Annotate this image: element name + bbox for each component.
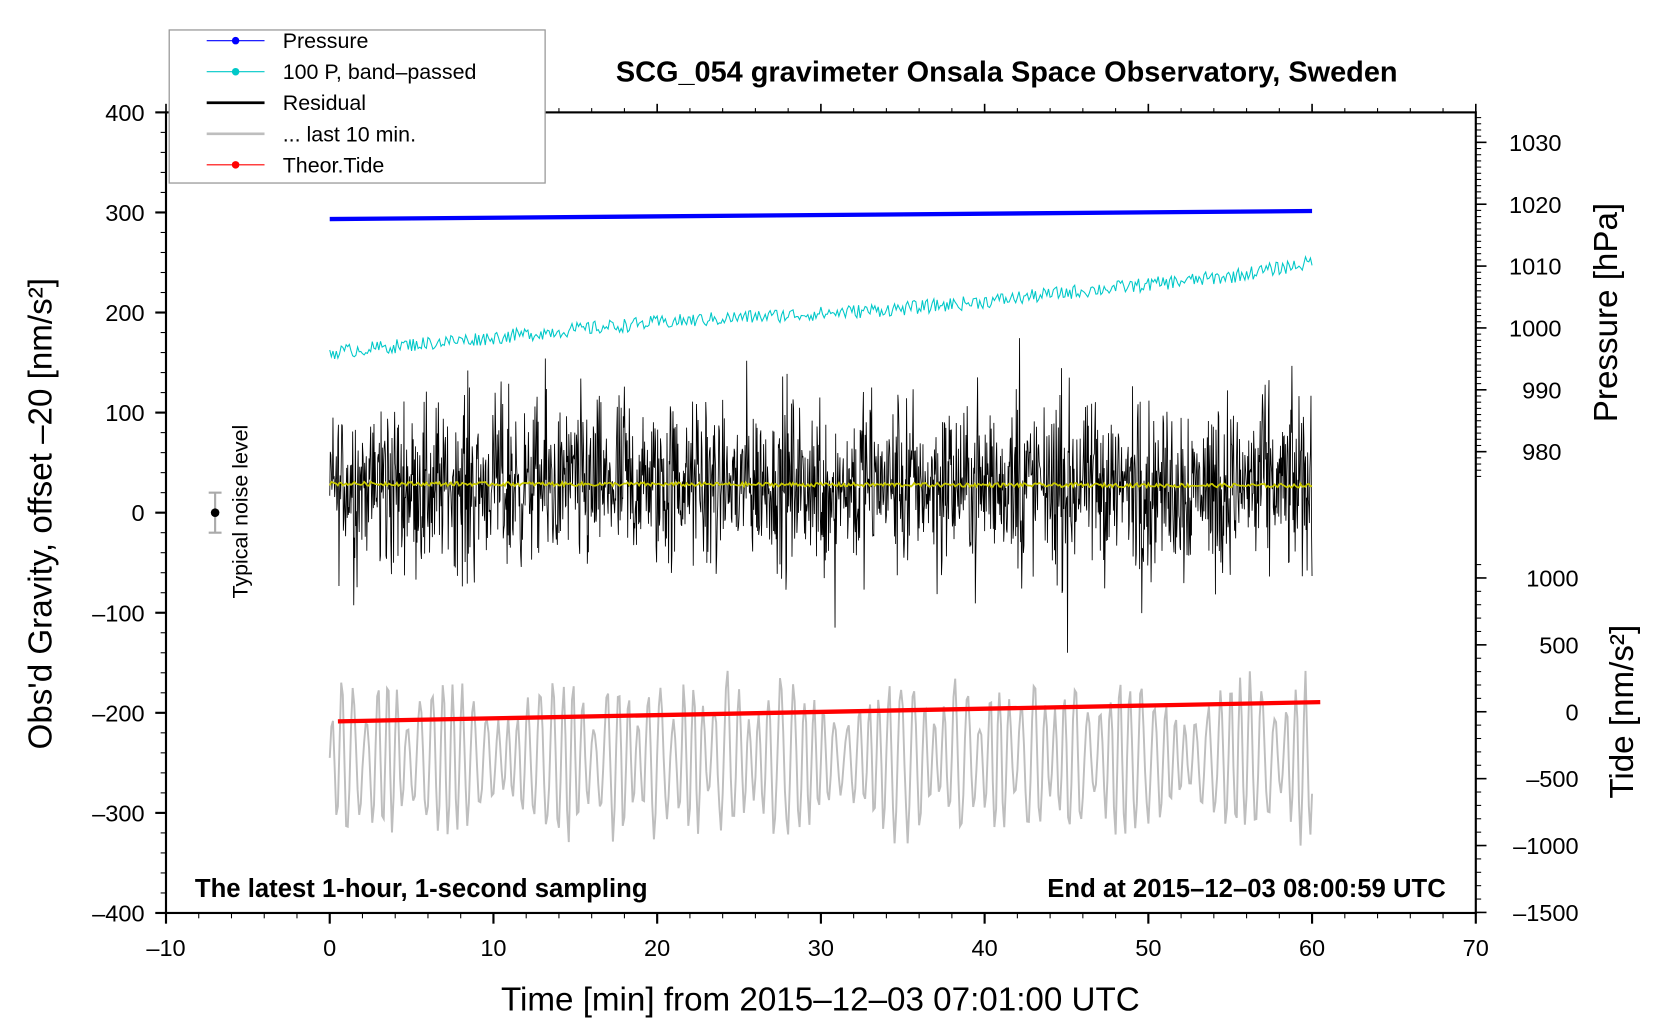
legend-label: 100 P, band–passed — [283, 60, 477, 84]
pressure-tick-label: 990 — [1522, 377, 1561, 403]
y-tick-label: 0 — [131, 500, 144, 526]
series-last-10-min — [328, 670, 1314, 846]
y-tick-label: –300 — [92, 800, 144, 826]
y-tick-label: –400 — [92, 901, 144, 927]
annotation-left: The latest 1-hour, 1-second sampling — [195, 875, 648, 903]
pressure-axis-label: Pressure [hPa] — [1588, 203, 1625, 422]
series-band-passed — [329, 255, 1313, 360]
legend-label: Residual — [283, 91, 366, 115]
x-tick-label: 10 — [480, 935, 506, 961]
y-tick-label: –100 — [92, 600, 144, 626]
series-residual-smoothed — [328, 480, 1313, 490]
plot-area — [208, 208, 1321, 846]
pressure-tick-label: 1000 — [1509, 316, 1561, 342]
y-tick-label: 200 — [105, 300, 144, 326]
noise-label: Typical noise level — [228, 425, 252, 599]
tide-axis-label: Tide [nm/s²] — [1604, 625, 1641, 799]
noise-point — [210, 508, 220, 517]
x-tick-label: 40 — [972, 935, 998, 961]
series-pressure — [329, 208, 1313, 222]
y-axis-label: Obs'd Gravity, offset –20 [nm/s²] — [22, 278, 59, 749]
series-theor-tide — [337, 699, 1321, 724]
pressure-tick-label: 1020 — [1509, 192, 1561, 218]
y-tick-label: 300 — [105, 200, 144, 226]
legend-label: Pressure — [283, 29, 369, 53]
legend-marker — [231, 67, 240, 76]
tide-tick-label: 500 — [1539, 632, 1578, 658]
x-tick-label: 30 — [808, 935, 834, 961]
x-tick-label: 20 — [644, 935, 670, 961]
x-tick-label: 50 — [1135, 935, 1161, 961]
legend: Pressure 100 P, band–passed Residual ... la… — [168, 29, 546, 184]
pressure-tick-label: 980 — [1522, 439, 1561, 465]
y-tick-label: 400 — [105, 100, 144, 126]
pressure-tick-label: 1030 — [1509, 130, 1561, 156]
x-tick-label: 70 — [1463, 935, 1489, 961]
x-tick-label: 60 — [1299, 935, 1325, 961]
tide-tick-label: –1500 — [1513, 900, 1579, 926]
pressure-tick-label: 1010 — [1509, 254, 1561, 280]
x-tick-label: –10 — [146, 935, 185, 961]
plot-frame — [164, 111, 1477, 915]
legend-marker — [231, 161, 240, 169]
y-tick-label: –200 — [92, 700, 144, 726]
x-axis-label: Time [min] from 2015–12–03 07:01:00 UTC — [501, 981, 1140, 1018]
axes: –10 0 10 20 30 40 50 60 704003002001000–100–200–… — [92, 100, 1578, 961]
chart-title: SCG_054 gravimeter Onsala Space Observat… — [616, 56, 1398, 88]
annotation-right: End at 2015–12–03 08:00:59 UTC — [1047, 875, 1446, 903]
legend-label: ... last 10 min. — [283, 122, 416, 146]
x-tick-label: 0 — [323, 935, 336, 961]
legend-box — [168, 29, 546, 184]
legend-marker — [231, 36, 240, 45]
series-residual — [329, 338, 1313, 653]
legend-label: Theor.Tide — [283, 153, 385, 177]
tide-tick-label: –500 — [1526, 766, 1578, 792]
tide-tick-label: 0 — [1565, 699, 1578, 725]
tide-tick-label: –1000 — [1513, 833, 1579, 859]
y-tick-label: 100 — [105, 400, 144, 426]
tide-tick-label: 1000 — [1526, 566, 1578, 592]
